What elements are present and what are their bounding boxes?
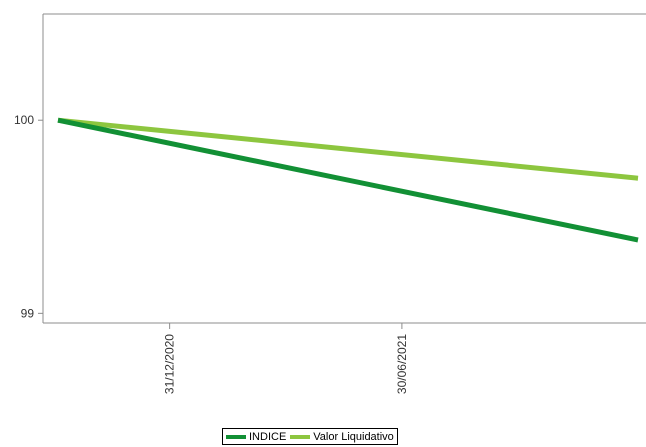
- axes: 99 100 31/12/2020 30/06/2021: [14, 13, 646, 394]
- legend: INDICE Valor Liquidativo: [222, 428, 398, 445]
- series-line-indice: [57, 117, 639, 243]
- series-line-valor-liquidativo: [57, 117, 639, 181]
- legend-label-valor-liquidativo: Valor Liquidativo: [313, 430, 394, 443]
- x-tick-label: 30/06/2021: [395, 334, 409, 394]
- legend-item-indice: INDICE: [226, 431, 286, 443]
- series-layer: [57, 117, 639, 243]
- legend-swatch-valor-liquidativo: [290, 434, 311, 439]
- y-tick-label: 100: [14, 113, 34, 127]
- legend-item-valor-liquidativo: Valor Liquidativo: [290, 431, 394, 443]
- legend-swatch-indice: [226, 434, 246, 439]
- legend-label-indice: INDICE: [249, 430, 287, 443]
- y-tick-label: 99: [21, 306, 35, 320]
- x-tick-label: 31/12/2020: [163, 334, 177, 394]
